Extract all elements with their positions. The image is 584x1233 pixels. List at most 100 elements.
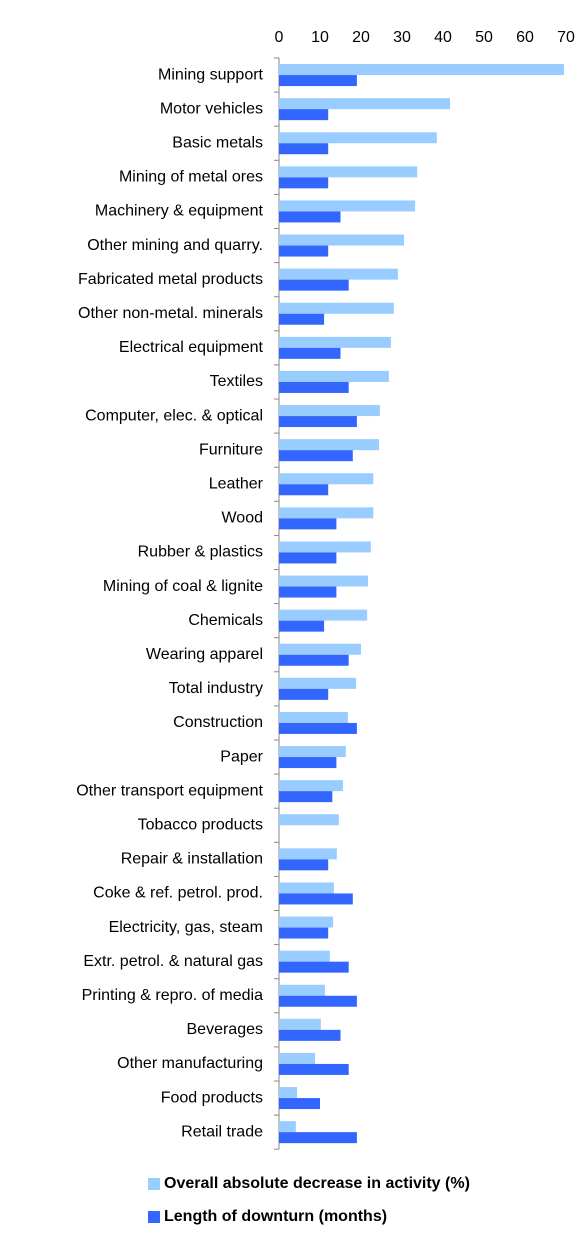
legend-label: Overall absolute decrease in activity (%… bbox=[164, 1175, 470, 1192]
bar bbox=[279, 166, 418, 178]
bar bbox=[279, 757, 337, 769]
bar bbox=[279, 234, 405, 246]
y-tick-label: Repair & installation bbox=[121, 851, 263, 868]
x-tick-label: 10 bbox=[311, 29, 329, 46]
x-tick-label: 0 bbox=[275, 29, 284, 46]
y-tick-label: Mining of metal ores bbox=[119, 169, 263, 186]
bar bbox=[279, 473, 374, 485]
bar bbox=[279, 927, 329, 939]
y-tick-label: Construction bbox=[173, 714, 263, 731]
bar bbox=[279, 780, 343, 792]
y-tick-label: Extr. petrol. & natural gas bbox=[83, 953, 263, 970]
bar bbox=[279, 1029, 341, 1041]
bar bbox=[279, 654, 349, 666]
y-tick-label: Electricity, gas, steam bbox=[109, 919, 263, 936]
bar bbox=[279, 882, 334, 894]
bar bbox=[279, 405, 380, 417]
y-tick-label: Furniture bbox=[199, 441, 263, 458]
y-tick-label: Retail trade bbox=[181, 1123, 263, 1140]
bar bbox=[279, 677, 357, 689]
y-tick-label: Fabricated metal products bbox=[78, 271, 263, 288]
y-tick-label: Textiles bbox=[210, 373, 263, 390]
bar bbox=[279, 814, 339, 826]
bar bbox=[279, 1087, 298, 1099]
y-tick-label: Other non-metal. minerals bbox=[78, 305, 263, 322]
legend-swatch bbox=[148, 1211, 160, 1223]
bar bbox=[279, 245, 329, 257]
bar bbox=[279, 575, 368, 587]
bar bbox=[279, 143, 329, 155]
y-tick-label: Paper bbox=[220, 748, 263, 765]
bar bbox=[279, 450, 353, 462]
bar bbox=[279, 518, 337, 530]
y-tick-label: Food products bbox=[161, 1089, 263, 1106]
bar bbox=[279, 984, 325, 996]
y-tick-label: Chemicals bbox=[188, 612, 263, 629]
bar bbox=[279, 541, 371, 553]
bar bbox=[279, 586, 337, 598]
x-tick-label: 60 bbox=[516, 29, 534, 46]
bar bbox=[279, 791, 333, 803]
bar bbox=[279, 609, 368, 621]
bar bbox=[279, 620, 325, 632]
y-tick-label: Leather bbox=[209, 475, 264, 492]
bar bbox=[279, 1098, 320, 1110]
bar bbox=[279, 109, 329, 121]
x-tick-label: 30 bbox=[393, 29, 411, 46]
bar bbox=[279, 313, 325, 325]
bar bbox=[279, 722, 357, 734]
bar bbox=[279, 1132, 357, 1144]
legend-label: Length of downturn (months) bbox=[164, 1208, 387, 1225]
y-tick-label: Total industry bbox=[169, 680, 263, 697]
bar bbox=[279, 688, 329, 700]
bar bbox=[279, 98, 450, 110]
bar bbox=[279, 279, 349, 291]
y-tick-label: Wood bbox=[221, 510, 263, 527]
y-tick-label: Other mining and quarry. bbox=[87, 237, 263, 254]
y-tick-label: Electrical equipment bbox=[119, 339, 264, 356]
bar bbox=[279, 995, 357, 1007]
bar bbox=[279, 381, 349, 393]
y-tick-label: Beverages bbox=[187, 1021, 264, 1038]
bar bbox=[279, 177, 329, 189]
x-tick-label: 50 bbox=[475, 29, 493, 46]
bar bbox=[279, 370, 389, 382]
bar bbox=[279, 711, 348, 723]
bar bbox=[279, 416, 357, 428]
x-tick-label: 20 bbox=[352, 29, 370, 46]
y-tick-label: Wearing apparel bbox=[146, 646, 263, 663]
x-tick-label: 70 bbox=[557, 29, 575, 46]
y-tick-label: Mining support bbox=[158, 66, 264, 83]
y-tick-label: Mining of coal & lignite bbox=[103, 578, 263, 595]
bar bbox=[279, 893, 353, 905]
bar bbox=[279, 484, 329, 496]
bar bbox=[279, 211, 341, 223]
bar bbox=[279, 507, 374, 519]
bar bbox=[279, 200, 416, 212]
bar bbox=[279, 848, 337, 860]
bar bbox=[279, 302, 394, 314]
y-tick-label: Motor vehicles bbox=[160, 100, 263, 117]
bar bbox=[279, 1052, 316, 1064]
y-tick-label: Coke & ref. petrol. prod. bbox=[93, 885, 263, 902]
bar bbox=[279, 950, 330, 962]
x-tick-label: 40 bbox=[434, 29, 452, 46]
y-tick-label: Other manufacturing bbox=[117, 1055, 263, 1072]
y-tick-label: Printing & repro. of media bbox=[82, 987, 264, 1004]
y-tick-label: Computer, elec. & optical bbox=[85, 407, 263, 424]
bar bbox=[279, 552, 337, 564]
legend-swatch bbox=[148, 1178, 160, 1190]
y-tick-label: Machinery & equipment bbox=[95, 203, 264, 220]
bar bbox=[279, 746, 346, 758]
bar bbox=[279, 132, 437, 144]
bar bbox=[279, 336, 391, 348]
y-tick-label: Rubber & plastics bbox=[138, 544, 263, 561]
bar bbox=[279, 1121, 296, 1133]
bar bbox=[279, 64, 564, 76]
bar bbox=[279, 439, 380, 451]
y-tick-label: Other transport equipment bbox=[76, 782, 263, 799]
bar bbox=[279, 916, 334, 928]
bar bbox=[279, 643, 361, 655]
bar bbox=[279, 1018, 321, 1030]
